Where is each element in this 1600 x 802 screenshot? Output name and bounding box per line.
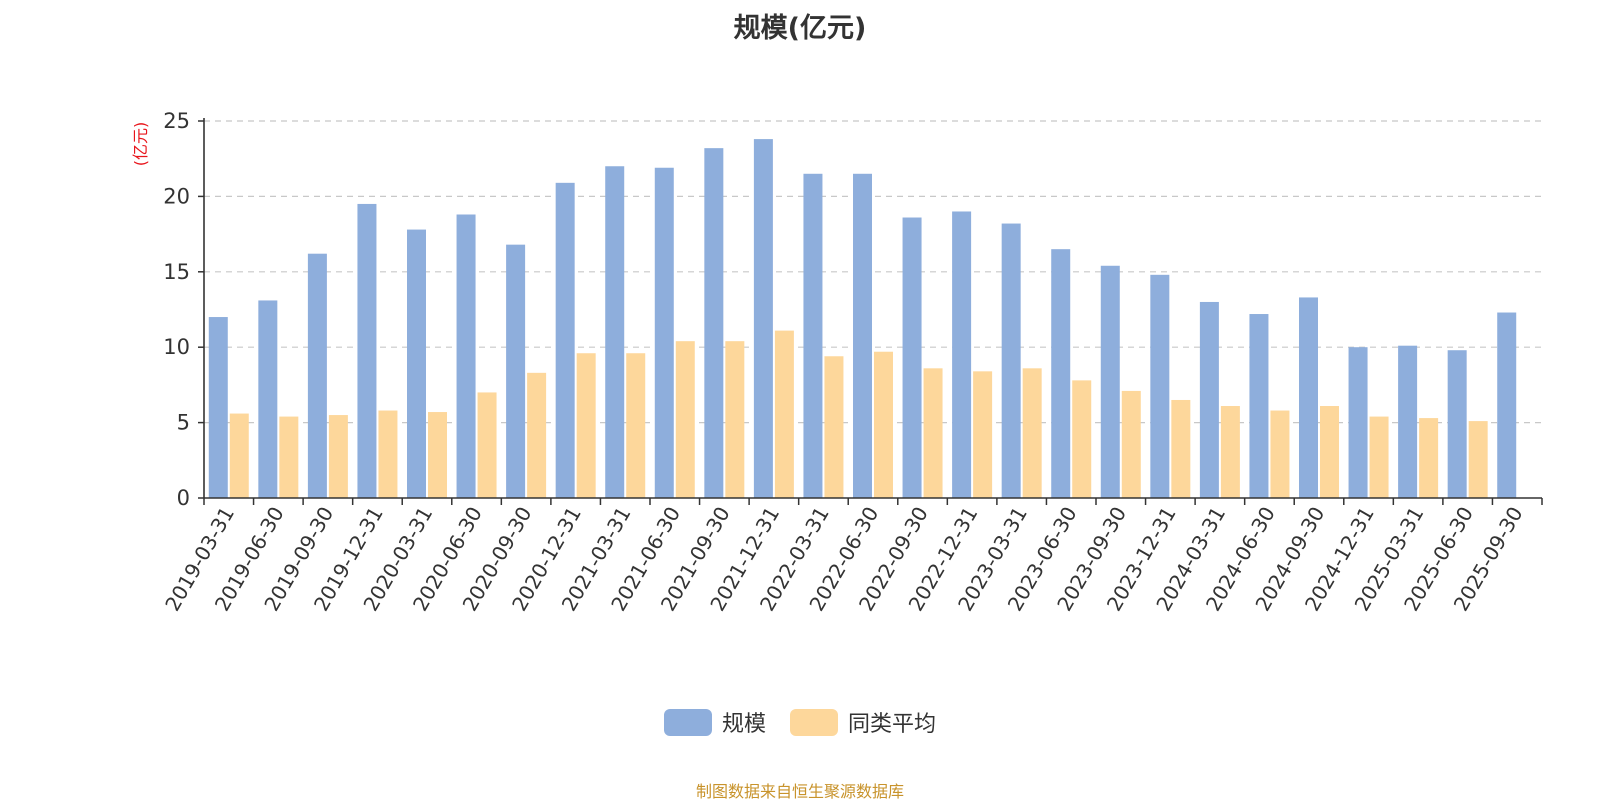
bar-scale xyxy=(803,173,823,498)
bar-scale xyxy=(555,182,575,498)
bar-scale xyxy=(952,211,972,499)
bar-scale xyxy=(654,167,674,499)
bar-scale xyxy=(1497,312,1517,498)
legend-item[interactable]: 规模 xyxy=(663,706,766,738)
bar-scale xyxy=(753,139,773,498)
bar-scale xyxy=(307,253,327,498)
bar-peer-average xyxy=(1320,406,1339,498)
bar-peer-average xyxy=(774,330,794,498)
bar-peer-average xyxy=(1369,416,1389,498)
bar-peer-average xyxy=(1072,380,1092,498)
bar-scale xyxy=(1348,347,1368,498)
bar-peer-average xyxy=(378,410,398,498)
bar-scale xyxy=(1299,297,1318,498)
bar-scale xyxy=(704,148,724,499)
bar-scale xyxy=(258,300,278,498)
grid-lines xyxy=(204,120,1542,424)
bar-peer-average xyxy=(1419,418,1439,498)
bar-scale xyxy=(902,217,922,498)
legend-label: 同类平均 xyxy=(848,712,937,737)
bar-peer-average xyxy=(923,368,943,498)
y-tick-label: 10 xyxy=(163,335,190,359)
bar-scale xyxy=(1249,314,1269,498)
bar-peer-average xyxy=(675,341,695,498)
bar-peer-average xyxy=(1022,368,1042,498)
legend-label: 规模 xyxy=(721,712,766,737)
bar-peer-average xyxy=(874,351,893,498)
bar-peer-average xyxy=(1468,421,1488,498)
bar-scale xyxy=(1051,249,1071,498)
bar-scale xyxy=(1150,274,1170,498)
legend: 规模 同类平均 xyxy=(0,706,1600,738)
bar-peer-average xyxy=(477,392,497,498)
bar-peer-average xyxy=(229,413,249,498)
legend-swatch xyxy=(663,708,712,736)
bar-scale xyxy=(208,317,228,498)
bar-scale xyxy=(853,173,872,498)
bar-peer-average xyxy=(973,371,993,498)
bar-scale xyxy=(1199,301,1219,498)
bar-peer-average xyxy=(824,356,844,498)
source-note: 制图数据来自恒生聚源数据库 xyxy=(695,782,904,801)
chart-title: 规模(亿元) xyxy=(733,13,867,44)
bar-scale xyxy=(357,203,377,498)
bar-peer-average xyxy=(279,416,299,498)
bar-peer-average xyxy=(576,353,596,498)
bar-scale xyxy=(1398,345,1418,498)
y-tick-label: 5 xyxy=(177,411,190,435)
legend-swatch xyxy=(790,708,838,736)
legend-item[interactable]: 同类平均 xyxy=(790,706,936,738)
bar-peer-average xyxy=(1220,406,1240,498)
bar-peer-average xyxy=(527,372,547,498)
bar-scale xyxy=(1001,223,1021,498)
bar-peer-average xyxy=(1171,399,1191,498)
y-tick-label: 0 xyxy=(177,486,190,510)
y-tick-label: 15 xyxy=(163,260,190,284)
bar-scale xyxy=(456,214,476,498)
bar-peer-average xyxy=(328,415,348,498)
bar-peer-average xyxy=(1270,410,1290,498)
bar-scale xyxy=(407,229,426,499)
bar-peer-average xyxy=(626,353,646,498)
y-tick-label: 20 xyxy=(163,184,190,208)
bar-peer-average xyxy=(1121,390,1141,498)
bar-scale xyxy=(506,244,526,498)
y-tick-label: 25 xyxy=(163,109,190,133)
bars xyxy=(208,139,1517,499)
bar-scale xyxy=(605,166,625,499)
bar-peer-average xyxy=(428,412,447,498)
bar-scale xyxy=(1100,265,1120,498)
bar-peer-average xyxy=(725,341,745,498)
bar-scale xyxy=(1447,350,1467,498)
y-axis-label: (亿元) xyxy=(131,122,150,167)
